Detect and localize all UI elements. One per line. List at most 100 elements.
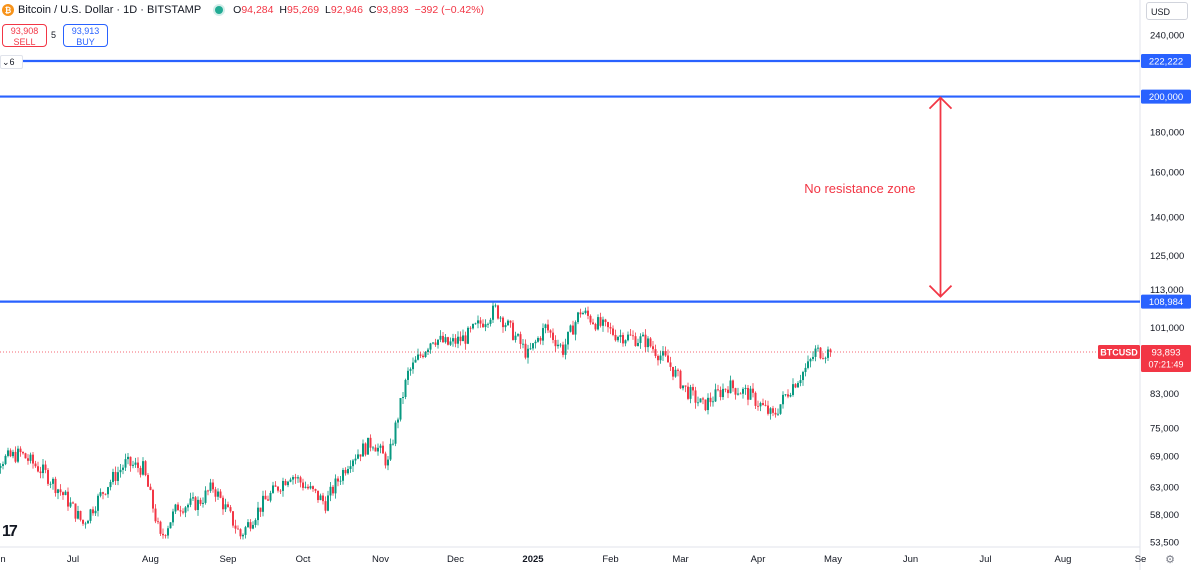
candle-body bbox=[284, 480, 287, 486]
candle-body bbox=[364, 443, 367, 455]
candle-body bbox=[794, 384, 797, 388]
candle-body bbox=[749, 388, 752, 400]
candle-body bbox=[754, 392, 757, 406]
candle-body bbox=[37, 466, 39, 472]
candle-body bbox=[524, 343, 527, 358]
candle-body bbox=[417, 354, 419, 360]
candle-body bbox=[152, 489, 154, 509]
candle-body bbox=[77, 510, 79, 519]
candle-body bbox=[414, 359, 417, 363]
candle-body bbox=[162, 533, 164, 536]
candle-body bbox=[724, 388, 727, 390]
annotation-arrow-head-bottom bbox=[928, 285, 953, 298]
candle-body bbox=[214, 489, 217, 497]
currency-button[interactable]: USD bbox=[1146, 2, 1188, 20]
y-tick-label: 75,000 bbox=[1150, 423, 1179, 434]
candle-body bbox=[437, 339, 439, 345]
symbol-tag: BTCUSD bbox=[1100, 348, 1138, 358]
candle-body bbox=[637, 342, 639, 346]
candle-body bbox=[424, 351, 427, 358]
candle-body bbox=[24, 453, 27, 459]
x-tick-label: Apr bbox=[751, 554, 766, 565]
x-tick-label: Jul bbox=[67, 554, 79, 565]
candle-body bbox=[824, 357, 827, 359]
last-price-label-bg bbox=[1141, 345, 1191, 373]
x-tick-label: Se bbox=[1135, 554, 1147, 565]
candle-body bbox=[94, 510, 97, 514]
candle-body bbox=[242, 534, 244, 537]
indicators-count: 6 bbox=[9, 57, 15, 67]
candle-body bbox=[559, 344, 562, 346]
symbol-tag-bg bbox=[1098, 345, 1140, 360]
candle-body bbox=[702, 398, 704, 400]
candle-body bbox=[307, 486, 309, 489]
y-tick-label: 63,000 bbox=[1150, 482, 1179, 493]
open-label: O bbox=[233, 4, 242, 16]
candle-body bbox=[369, 437, 372, 448]
candle-body bbox=[122, 467, 124, 470]
indicators-toggle[interactable]: ⌄6 bbox=[0, 55, 23, 69]
candle-body bbox=[254, 520, 257, 525]
candle-body bbox=[687, 386, 689, 399]
candle-body bbox=[694, 390, 697, 403]
candle-body bbox=[87, 520, 89, 524]
candle-body bbox=[227, 504, 229, 508]
candle-body bbox=[574, 322, 577, 335]
candle-body bbox=[144, 461, 147, 476]
candle-body bbox=[459, 336, 462, 342]
candle-body bbox=[762, 403, 764, 405]
candle-body bbox=[52, 478, 54, 484]
candle-body bbox=[344, 469, 347, 474]
candle-body bbox=[644, 334, 647, 348]
candle-body bbox=[57, 489, 59, 494]
candle-body bbox=[664, 351, 667, 356]
candle-body bbox=[179, 510, 182, 512]
symbol-title[interactable]: Bitcoin / U.S. Dollar · 1D · BITSTAMP bbox=[18, 4, 202, 16]
candle-body bbox=[617, 336, 619, 341]
sell-button[interactable]: 93,908 SELL bbox=[2, 24, 47, 47]
candle-body bbox=[347, 469, 349, 474]
candle-body bbox=[42, 464, 44, 474]
y-tick-label: 125,000 bbox=[1150, 251, 1184, 262]
candle-body bbox=[649, 338, 652, 347]
market-status-icon bbox=[215, 6, 224, 14]
candle-body bbox=[259, 507, 262, 512]
candle-body bbox=[229, 507, 232, 512]
candle-body bbox=[102, 492, 104, 494]
candle-body bbox=[764, 404, 767, 406]
candle-body bbox=[79, 510, 82, 520]
candle-body bbox=[14, 451, 17, 462]
candle-body bbox=[167, 528, 169, 536]
candle-body bbox=[412, 362, 414, 370]
candle-body bbox=[647, 338, 649, 348]
candle-body bbox=[367, 437, 369, 455]
buy-button[interactable]: 93,913 BUY bbox=[63, 24, 108, 47]
candle-body bbox=[249, 522, 252, 529]
candle-body bbox=[172, 511, 174, 523]
candle-body bbox=[69, 502, 72, 507]
candle-body bbox=[34, 463, 37, 467]
ohlc-values: O94,284 H95,269 L92,946 C93,893 −392 (−0… bbox=[233, 4, 487, 16]
candle-body bbox=[469, 327, 472, 329]
candle-body bbox=[544, 324, 547, 329]
candle-body bbox=[744, 387, 747, 389]
candle-body bbox=[379, 445, 382, 448]
candle-body bbox=[247, 522, 249, 528]
candle-body bbox=[312, 486, 314, 490]
candle-body bbox=[797, 383, 799, 388]
candle-body bbox=[652, 346, 654, 350]
candle-body bbox=[272, 485, 274, 493]
candle-body bbox=[657, 355, 659, 361]
candle-body bbox=[477, 320, 479, 324]
candle-body bbox=[239, 529, 242, 537]
candle-body bbox=[104, 493, 107, 495]
candle-body bbox=[72, 502, 74, 504]
candle-body bbox=[439, 335, 442, 340]
candle-body bbox=[537, 337, 539, 342]
candle-body bbox=[802, 372, 804, 381]
x-tick-label: Jul bbox=[979, 554, 991, 565]
candle-body bbox=[492, 305, 494, 320]
countdown-label: 07:21:49 bbox=[1148, 360, 1183, 370]
